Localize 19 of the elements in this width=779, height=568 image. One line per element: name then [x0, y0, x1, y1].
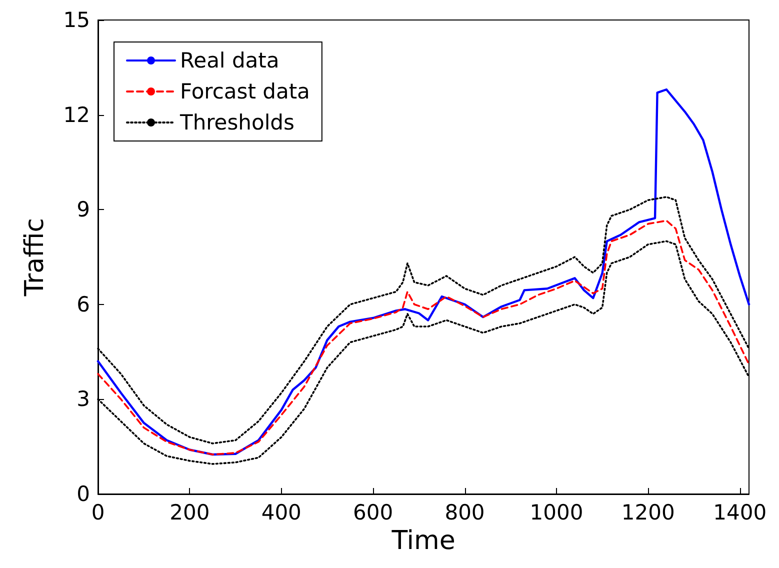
- y-tick-label: 6: [76, 292, 90, 316]
- y-tick-label: 3: [76, 387, 90, 412]
- x-tick-label: 200: [170, 500, 210, 524]
- x-axis-title: Time: [390, 526, 456, 556]
- x-tick-label: 1200: [621, 500, 675, 524]
- legend-label: Thresholds: [179, 110, 294, 134]
- y-tick-label: 0: [76, 482, 90, 506]
- x-tick-label: 0: [91, 500, 105, 524]
- y-axis-title: Traffic: [20, 218, 50, 298]
- y-tick-label: 12: [63, 102, 90, 127]
- x-tick-label: 800: [444, 500, 485, 524]
- y-tick-label: 15: [63, 8, 90, 32]
- x-tick-label: 1400: [713, 500, 767, 524]
- x-tick-label: 400: [261, 500, 302, 524]
- x-tick-label: 600: [353, 500, 394, 524]
- legend-label: Forcast data: [180, 80, 310, 104]
- y-tick-label: 9: [76, 198, 90, 222]
- x-tick-label: 1000: [530, 500, 584, 524]
- legend-label: Real data: [180, 48, 280, 72]
